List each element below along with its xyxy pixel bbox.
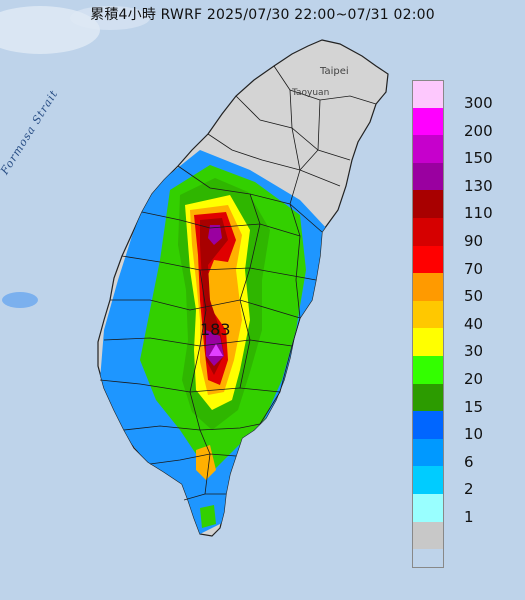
legend-swatch bbox=[412, 411, 444, 439]
legend-swatch bbox=[412, 80, 444, 108]
legend-row: 1 bbox=[412, 493, 494, 526]
legend-row: 300 bbox=[412, 80, 494, 112]
legend-row: 20 bbox=[412, 355, 494, 388]
legend-swatch bbox=[412, 466, 444, 494]
legend-swatch bbox=[412, 383, 444, 412]
legend-label: 2 bbox=[464, 480, 474, 499]
legend-swatch bbox=[412, 355, 444, 384]
legend-label: 90 bbox=[464, 231, 484, 250]
legend-row: 6 bbox=[412, 438, 494, 471]
legend-swatch bbox=[412, 217, 444, 246]
legend-label: 110 bbox=[464, 204, 493, 223]
legend-label: 20 bbox=[464, 369, 484, 388]
legend-label: 30 bbox=[464, 342, 484, 361]
legend-row: 150 bbox=[412, 135, 494, 168]
map-title: 累積4小時 RWRF 2025/07/30 22:00~07/31 02:00 bbox=[90, 7, 435, 23]
peak-marker-icon bbox=[209, 344, 223, 356]
legend-swatch bbox=[412, 300, 444, 329]
legend-label: 130 bbox=[464, 176, 493, 195]
legend-row: 30 bbox=[412, 328, 494, 361]
legend-label: 200 bbox=[464, 121, 493, 140]
legend-row: 70 bbox=[412, 245, 494, 278]
legend-swatch bbox=[412, 135, 444, 163]
boundary-lines bbox=[99, 65, 377, 501]
legend-row: 15 bbox=[412, 383, 494, 416]
rainfall-legend: 300 200 150 130 110 90 70 50 40 30 20 15 10 6 2 1 bbox=[412, 80, 494, 550]
rainfall-overlay bbox=[100, 150, 328, 536]
legend-swatch bbox=[412, 438, 444, 467]
legend-row: 200 bbox=[412, 107, 494, 140]
legend-row bbox=[412, 521, 494, 550]
legend-label: 1 bbox=[464, 507, 474, 526]
legend-swatch bbox=[412, 190, 444, 218]
legend-label: 150 bbox=[464, 149, 493, 168]
legend-swatch bbox=[412, 521, 444, 550]
legend-row: 40 bbox=[412, 300, 494, 333]
legend-label: 15 bbox=[464, 397, 484, 416]
legend-row: 2 bbox=[412, 466, 494, 499]
legend-swatch bbox=[412, 328, 444, 356]
legend-label: 40 bbox=[464, 314, 484, 333]
legend-label: 70 bbox=[464, 259, 484, 278]
legend-row: 110 bbox=[412, 190, 494, 223]
legend-row: 130 bbox=[412, 162, 494, 195]
place-label-taipei: Taipei bbox=[320, 66, 349, 77]
place-label-taoyuan: Taoyuan bbox=[292, 88, 330, 98]
legend-label: 6 bbox=[464, 452, 474, 471]
legend-label: 300 bbox=[464, 94, 493, 112]
legend-row: 10 bbox=[412, 411, 494, 444]
legend-swatch bbox=[412, 162, 444, 191]
legend-row: 90 bbox=[412, 217, 494, 250]
legend-swatch bbox=[412, 107, 444, 136]
legend-row: 50 bbox=[412, 273, 494, 306]
legend-swatch bbox=[412, 273, 444, 301]
legend-label: 10 bbox=[464, 425, 484, 444]
legend-label: 50 bbox=[464, 287, 484, 306]
legend-swatch bbox=[412, 493, 444, 522]
legend-swatch bbox=[412, 245, 444, 274]
peak-value-label: 183 bbox=[200, 320, 231, 339]
